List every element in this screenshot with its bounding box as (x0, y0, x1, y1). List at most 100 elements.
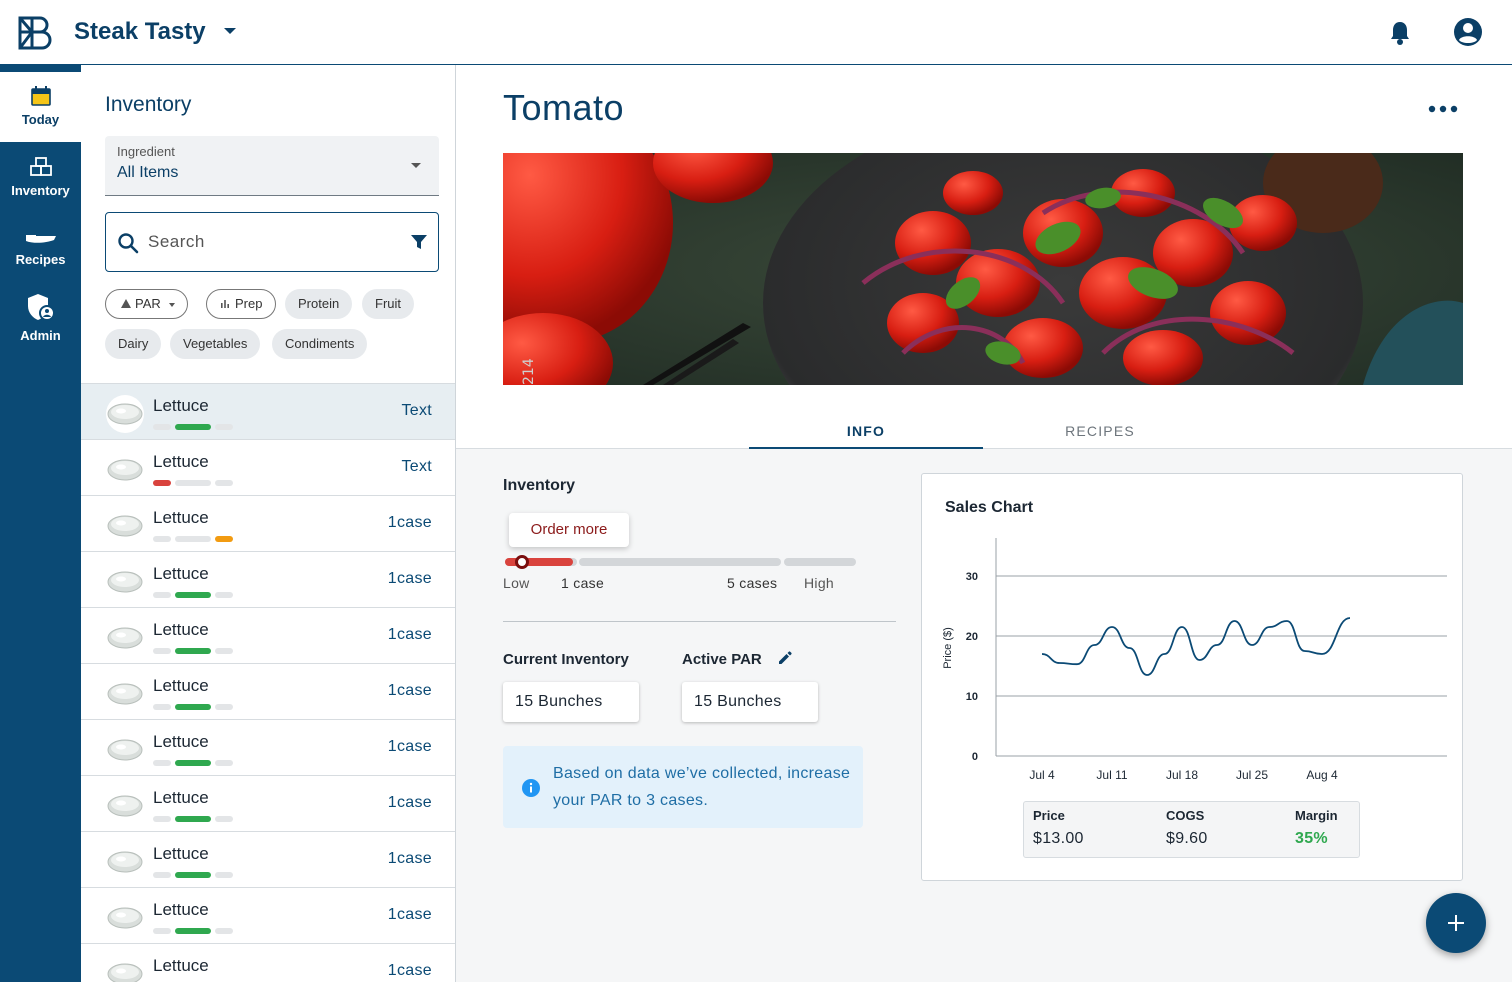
item-detail: Tomato (456, 65, 1512, 982)
item-quantity: 1case (387, 906, 432, 923)
add-button[interactable] (1426, 893, 1486, 953)
stock-level-segment (175, 480, 211, 486)
inventory-list-item[interactable]: Lettuce 1case (81, 663, 455, 719)
tab-info[interactable]: INFO (846, 423, 886, 439)
item-quantity: Text (401, 458, 432, 475)
nav-today[interactable]: Today (0, 72, 81, 142)
chip-par[interactable]: PAR (105, 289, 188, 319)
level-bar-high-segment (784, 558, 856, 566)
y-tick-label: 20 (966, 631, 978, 643)
stock-level-segment (153, 760, 171, 766)
account-circle-icon[interactable] (1453, 17, 1483, 47)
restaurant-name[interactable]: Steak Tasty (74, 18, 206, 45)
stock-level-segment (215, 536, 233, 542)
item-name: Lettuce (153, 620, 209, 639)
inventory-list-item[interactable]: Lettuce 1case (81, 719, 455, 775)
chip-protein[interactable]: Protein (285, 289, 353, 319)
chip-prep[interactable]: Prep (206, 289, 277, 319)
search-input[interactable] (148, 229, 398, 255)
inventory-list-item[interactable]: Lettuce 1case (81, 551, 455, 607)
item-name: Lettuce (153, 508, 209, 527)
current-inventory-label: Current Inventory (503, 651, 629, 668)
nav-admin[interactable]: Admin (0, 282, 81, 352)
y-tick-label: 10 (966, 691, 978, 703)
item-quantity: 1case (387, 794, 432, 811)
chip-vegetables[interactable]: Vegetables (170, 329, 261, 359)
inventory-panel-title: Inventory (105, 93, 192, 116)
edit-pencil-icon[interactable] (777, 650, 793, 666)
info-icon (522, 779, 540, 797)
ingredient-select-value: All Items (117, 164, 179, 181)
stock-level-segment (215, 872, 233, 878)
active-par-value[interactable]: 15 Bunches (682, 682, 818, 722)
brand-logo[interactable] (18, 16, 52, 50)
dropdown-caret-icon (411, 163, 421, 168)
ingredient-thumbnail-bowl-icon (106, 675, 144, 713)
stock-level-segment (153, 928, 171, 934)
stock-level-segment (175, 872, 211, 878)
nav-inventory[interactable]: Inventory (0, 142, 81, 212)
item-name: Lettuce (153, 732, 209, 751)
item-name: Lettuce (153, 788, 209, 807)
item-name: Lettuce (153, 676, 209, 695)
active-par-label: Active PAR (682, 651, 762, 668)
ingredient-thumbnail-bowl-icon (106, 563, 144, 601)
stock-level-segment (153, 424, 171, 430)
cogs-value: $9.60 (1166, 830, 1208, 847)
tab-recipes[interactable]: RECIPES (1065, 423, 1135, 439)
stock-level-segment (175, 704, 211, 710)
chip-dairy-label: Dairy (118, 336, 149, 351)
item-name: Lettuce (153, 844, 209, 863)
search-box[interactable] (105, 212, 439, 272)
stock-level-segment (175, 424, 211, 430)
inventory-list-item[interactable]: Lettuce 1case (81, 775, 455, 831)
filter-icon[interactable] (410, 233, 428, 251)
detail-header: Tomato (456, 65, 1512, 449)
item-name: Lettuce (153, 452, 209, 471)
ingredient-select-label: Ingredient (117, 144, 175, 159)
nav-recipes[interactable]: Recipes (0, 212, 81, 282)
chip-prep-label: Prep (235, 296, 263, 311)
order-more-tooltip[interactable]: Order more (509, 513, 629, 547)
level-bar-knob[interactable] (515, 555, 529, 569)
ingredient-thumbnail-bowl-icon (106, 899, 144, 937)
stock-level-segment (215, 592, 233, 598)
inventory-list-item[interactable]: Lettuce Text (81, 383, 455, 439)
price-summary: Price $13.00 COGS $9.60 Margin 35% (1023, 801, 1360, 858)
stock-level-segment (215, 816, 233, 822)
notifications-bell-icon[interactable] (1388, 20, 1412, 46)
nav-inventory-label: Inventory (11, 183, 70, 198)
inventory-list-item[interactable]: Lettuce 1case (81, 607, 455, 663)
ingredient-thumbnail-bowl-icon (106, 955, 144, 982)
cogs-label: COGS (1166, 808, 1205, 823)
stock-level-segment (215, 480, 233, 486)
ingredient-thumbnail-bowl-icon (106, 395, 144, 433)
chip-condiments[interactable]: Condiments (272, 329, 368, 359)
chip-protein-label: Protein (298, 296, 340, 311)
restaurant-switcher-caret-icon[interactable] (224, 28, 236, 34)
ingredient-select[interactable]: Ingredient All Items (105, 136, 439, 196)
warning-icon (121, 299, 131, 308)
inventory-panel: Inventory Ingredient All Items PAR Prep … (81, 65, 456, 982)
item-quantity: 1case (387, 850, 432, 867)
inventory-list-item[interactable]: Lettuce 1case (81, 943, 455, 982)
x-tick-label: Aug 4 (1306, 768, 1338, 782)
item-quantity: Text (401, 402, 432, 419)
knife-icon (25, 235, 56, 243)
chip-fruit[interactable]: Fruit (362, 289, 414, 319)
inventory-list-item[interactable]: Lettuce 1case (81, 495, 455, 551)
inventory-icon (29, 157, 52, 176)
top-app-bar: Steak Tasty (0, 0, 1512, 65)
inventory-list-item[interactable]: Lettuce 1case (81, 887, 455, 943)
more-options-icon[interactable] (1428, 105, 1458, 113)
inventory-list-item[interactable]: Lettuce Text (81, 439, 455, 495)
stock-level-segment (175, 648, 211, 654)
stock-level-segment (153, 536, 171, 542)
calendar-icon (30, 86, 51, 106)
item-title: Tomato (503, 87, 625, 128)
margin-label: Margin (1295, 808, 1338, 823)
inventory-list-item[interactable]: Lettuce 1case (81, 831, 455, 887)
ingredient-thumbnail-bowl-icon (106, 731, 144, 769)
chip-dairy[interactable]: Dairy (105, 329, 162, 359)
stock-level-segment (153, 592, 171, 598)
